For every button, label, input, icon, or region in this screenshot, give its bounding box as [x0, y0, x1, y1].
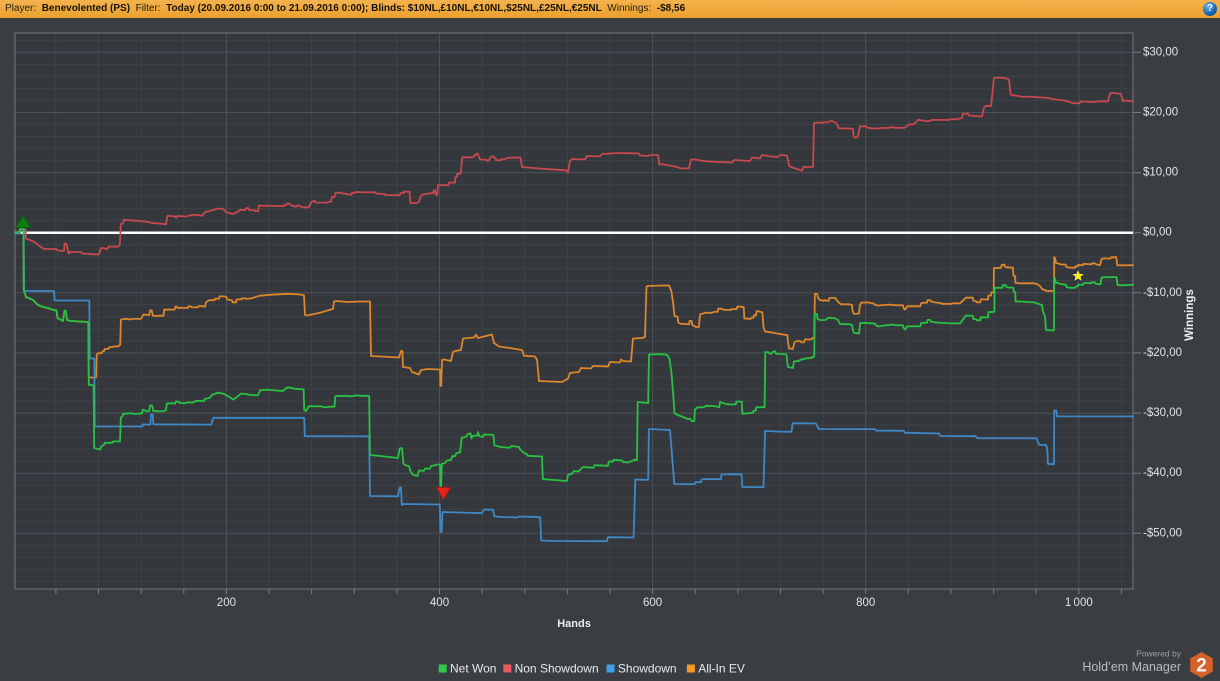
svg-text:$20,00: $20,00	[1143, 107, 1178, 119]
svg-text:Showdown: Showdown	[618, 662, 677, 676]
svg-text:2: 2	[1196, 656, 1207, 677]
svg-text:Winnings: Winnings	[1184, 289, 1196, 341]
svg-text:Powered by: Powered by	[1136, 649, 1182, 659]
svg-text:Net Won: Net Won	[450, 662, 496, 676]
svg-text:Hands: Hands	[557, 618, 591, 630]
svg-text:$30,00: $30,00	[1143, 46, 1178, 58]
svg-text:-$40,00: -$40,00	[1143, 467, 1182, 479]
svg-text:Hold’em Manager: Hold’em Manager	[1082, 660, 1181, 674]
svg-text:$10,00: $10,00	[1143, 167, 1178, 179]
svg-text:Non Showdown: Non Showdown	[515, 662, 599, 676]
svg-text:400: 400	[430, 597, 449, 609]
svg-text:600: 600	[643, 597, 662, 609]
svg-text:-$10,00: -$10,00	[1143, 287, 1182, 299]
svg-text:-$50,00: -$50,00	[1143, 527, 1182, 539]
svg-text:All-In EV: All-In EV	[698, 662, 745, 676]
svg-text:200: 200	[217, 597, 236, 609]
svg-text:800: 800	[856, 597, 875, 609]
svg-text:$0,00: $0,00	[1143, 227, 1172, 239]
svg-text:1 000: 1 000	[1065, 597, 1093, 609]
svg-text:-$30,00: -$30,00	[1143, 407, 1182, 419]
svg-text:-$20,00: -$20,00	[1143, 347, 1182, 359]
